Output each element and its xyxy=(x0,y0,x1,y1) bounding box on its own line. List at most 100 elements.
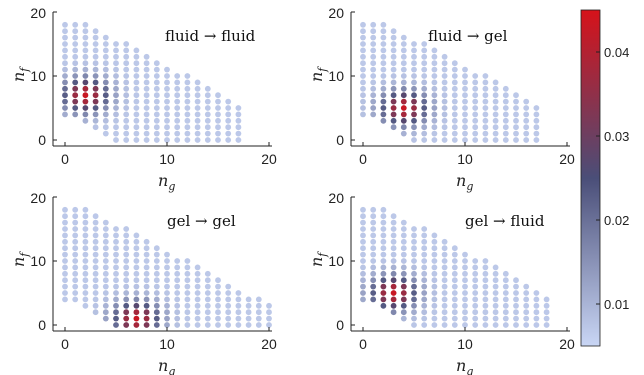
data-point xyxy=(390,270,397,277)
data-point xyxy=(143,60,150,67)
data-point xyxy=(113,53,119,60)
data-point xyxy=(513,309,519,316)
data-point xyxy=(123,258,130,264)
data-point xyxy=(143,270,150,277)
data-point xyxy=(380,41,387,47)
data-point xyxy=(441,309,448,316)
data-point xyxy=(102,251,109,258)
data-point xyxy=(441,60,448,67)
data-point xyxy=(153,270,160,277)
data-point xyxy=(113,315,119,322)
data-point xyxy=(204,105,211,111)
data-point xyxy=(72,251,79,258)
x-tick-label: 10 xyxy=(159,151,175,167)
data-point xyxy=(390,41,397,47)
data-point xyxy=(184,270,191,277)
data-point xyxy=(502,322,509,328)
data-point xyxy=(370,226,377,232)
data-point xyxy=(380,290,387,296)
data-point xyxy=(441,238,448,245)
data-point xyxy=(164,270,170,277)
data-point xyxy=(431,73,438,79)
data-point xyxy=(123,315,130,322)
y-tick-label: 10 xyxy=(30,68,46,84)
data-points xyxy=(360,206,550,328)
data-point xyxy=(411,245,417,252)
data-point xyxy=(102,60,109,67)
data-point xyxy=(482,283,489,290)
data-point xyxy=(513,130,519,137)
data-point xyxy=(62,92,68,99)
data-point xyxy=(225,124,232,131)
data-point xyxy=(92,47,99,54)
data-point xyxy=(390,277,397,284)
data-point xyxy=(62,34,68,41)
data-point xyxy=(523,105,530,111)
data-point xyxy=(492,85,499,92)
data-point xyxy=(462,296,468,303)
data-point xyxy=(92,105,99,111)
data-point xyxy=(502,296,509,303)
data-point xyxy=(266,302,272,309)
data-point xyxy=(370,251,377,258)
data-point xyxy=(400,232,407,239)
data-point xyxy=(513,111,519,118)
x-tick-label: 0 xyxy=(61,336,69,352)
x-tick-label: 0 xyxy=(359,336,367,352)
data-point xyxy=(143,302,150,309)
data-point xyxy=(245,315,252,322)
data-point xyxy=(482,130,489,137)
data-point xyxy=(92,124,99,131)
data-point xyxy=(411,41,417,47)
data-point xyxy=(482,270,489,277)
data-point xyxy=(513,98,519,105)
data-point xyxy=(184,73,191,79)
data-point xyxy=(184,322,191,328)
x-tick-label: 20 xyxy=(559,151,575,167)
data-point xyxy=(164,79,170,86)
data-point xyxy=(441,130,448,137)
data-point xyxy=(82,111,89,118)
data-point xyxy=(451,79,458,86)
data-point xyxy=(123,251,130,258)
data-point xyxy=(153,111,160,118)
data-point xyxy=(380,251,387,258)
data-point xyxy=(411,98,417,105)
data-point xyxy=(462,251,468,258)
data-point xyxy=(400,302,407,309)
data-point xyxy=(72,98,79,105)
data-point xyxy=(92,34,99,41)
data-point xyxy=(204,283,211,290)
data-point xyxy=(153,105,160,111)
data-point xyxy=(174,130,181,137)
data-point xyxy=(370,258,377,264)
data-point xyxy=(113,251,119,258)
data-point xyxy=(194,309,201,316)
data-point xyxy=(123,238,130,245)
colorbar-tick-label: 0.03 xyxy=(604,129,629,144)
data-point xyxy=(92,92,99,99)
data-point xyxy=(113,117,119,124)
data-point xyxy=(235,117,242,124)
data-point xyxy=(102,130,109,137)
x-tick-label: 10 xyxy=(457,336,473,352)
colorbar: 0.04 0.03 0.02 0.01 xyxy=(580,9,629,347)
data-point xyxy=(164,66,170,73)
data-point xyxy=(92,219,99,226)
data-point xyxy=(174,105,181,111)
data-point xyxy=(62,264,68,271)
data-point xyxy=(72,34,79,41)
data-point xyxy=(62,53,68,60)
data-point xyxy=(400,219,407,226)
data-point xyxy=(431,283,438,290)
data-point xyxy=(235,111,242,118)
data-point xyxy=(153,245,160,252)
data-point xyxy=(421,111,428,118)
data-point xyxy=(133,238,140,245)
data-point xyxy=(370,213,377,220)
data-point xyxy=(441,92,448,99)
data-point xyxy=(431,245,438,252)
data-point xyxy=(92,98,99,105)
data-point xyxy=(380,105,387,111)
data-point xyxy=(72,53,79,60)
